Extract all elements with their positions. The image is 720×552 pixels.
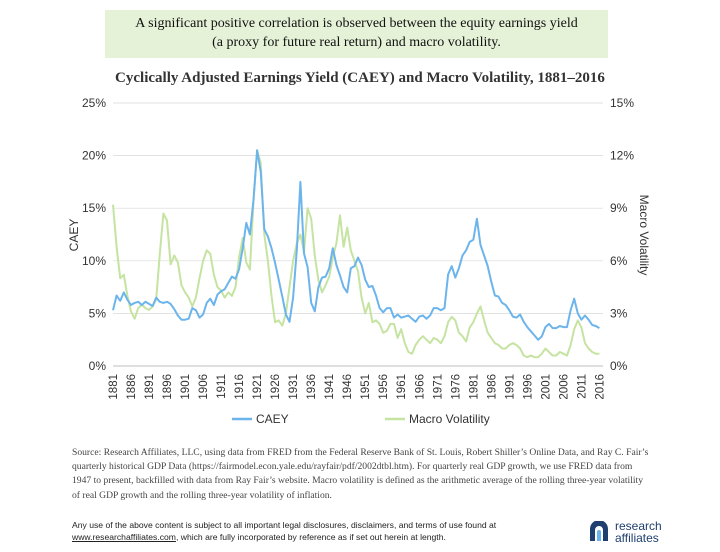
x-tick-label: 1896 [162,374,174,400]
disclaimer: Any use of the above content is subject … [72,519,542,543]
x-tick-label: 1976 [450,374,462,400]
left-tick-label: 10% [82,254,106,268]
x-tick-label: 1921 [252,374,264,400]
x-tick-label: 1971 [432,374,444,400]
chart-grid [113,102,603,367]
x-tick-label: 2011 [576,374,588,399]
x-tick-label: 1946 [342,374,354,400]
x-axis-ticks: 1881 1886 1891 1896 1901 1906 1911 1916 1921 1926… [108,374,606,400]
x-tick-label: 1911 [216,374,228,399]
x-tick-label: 1881 [108,374,120,400]
right-tick-label: 12% [610,149,634,163]
x-tick-label: 1991 [504,374,516,400]
right-axis-ticks: 0% 3% 6% 9% 12% 15% [610,96,634,373]
left-tick-label: 5% [89,306,107,320]
x-tick-label: 1886 [126,374,138,400]
legend-label-caey: CAEY [256,412,289,426]
disclaimer-link[interactable]: www.researchaffiliates.com [72,532,176,542]
line-chart: 0% 5% 10% 15% 20% 25% 0% 3% 6% 9% 12% 15% 1881 1886… [67,96,651,426]
disclaimer-text-2: , which are fully incorporated by refere… [175,532,446,542]
x-tick-label: 1916 [234,374,246,400]
right-tick-label: 15% [610,96,634,110]
x-tick-label: 2016 [594,374,606,400]
series-lines [112,149,600,359]
x-tick-label: 2006 [558,374,570,400]
x-tick-label: 1941 [324,374,336,400]
x-tick-label: 1966 [414,374,426,400]
x-tick-label: 1931 [288,374,300,400]
research-affiliates-logo: research affiliates [588,518,698,548]
right-tick-label: 9% [610,201,628,215]
source-note: Source: Research Affiliates, LLC, using … [72,447,649,501]
left-axis-label: CAEY [67,219,81,252]
right-tick-label: 3% [610,306,628,320]
banner-line-2: (a proxy for future real return) and mac… [212,35,501,50]
x-tick-label: 1981 [468,374,480,400]
left-tick-label: 15% [82,201,106,215]
right-tick-label: 6% [610,254,628,268]
left-axis-ticks: 0% 5% 10% 15% 20% 25% [82,96,106,373]
x-tick-label: 1986 [486,374,498,400]
series-line-caey [112,149,600,341]
chart-legend: CAEY Macro Volatility [232,412,490,426]
chart-title: Cyclically Adjusted Earnings Yield (CAEY… [115,70,605,86]
headline-banner: A significant positive correlation is ob… [105,10,608,58]
x-tick-label: 2001 [540,374,552,400]
left-tick-label: 0% [89,359,107,373]
x-tick-label: 1926 [270,374,282,400]
logo-line-2: affiliates [615,531,659,545]
left-tick-label: 20% [82,149,106,163]
research-affiliates-logo-icon [590,521,608,541]
x-tick-label: 1951 [360,374,372,400]
x-tick-label: 1996 [522,374,534,400]
right-tick-label: 0% [610,359,628,373]
x-tick-label: 1936 [306,374,318,400]
x-tick-label: 1901 [180,374,192,400]
legend-label-macro-volatility: Macro Volatility [409,412,490,426]
right-axis-label: Macro Volatility [637,195,651,276]
banner-line-1: A significant positive correlation is ob… [135,16,578,31]
x-tick-label: 1906 [198,374,210,400]
logo-line-1: research [615,519,662,533]
disclaimer-text: Any use of the above content is subject … [72,520,497,530]
x-tick-label: 1961 [396,374,408,400]
left-tick-label: 25% [82,96,106,110]
x-tick-label: 1956 [378,374,390,400]
series-line-macro-volatility [112,149,600,359]
x-tick-label: 1891 [144,374,156,400]
